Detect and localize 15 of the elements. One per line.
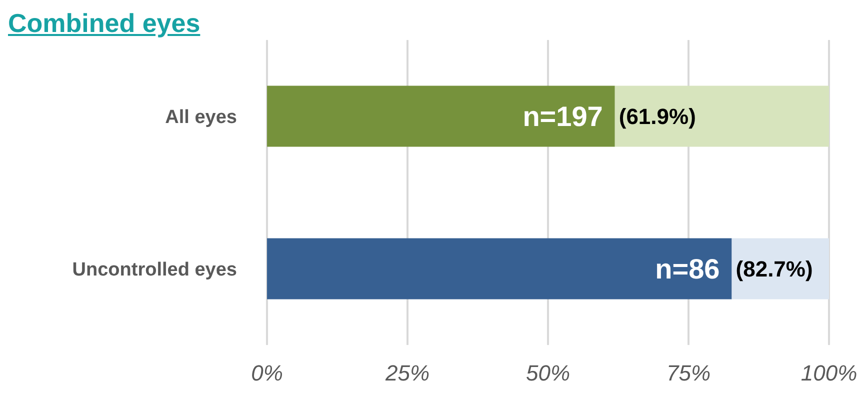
annotation: (61.9%) [618, 104, 696, 129]
bar [614, 86, 829, 147]
chart-title: Combined eyes [8, 8, 202, 40]
x-tick-label: 75% [666, 360, 711, 386]
x-tick-label: 25% [384, 360, 430, 386]
annotation: (82.7%) [736, 256, 813, 282]
x-tick-label: 100% [800, 360, 858, 386]
x-tick-label: 0% [251, 360, 283, 386]
bar [267, 238, 732, 300]
annotation: n=86 [655, 254, 720, 285]
y-tick-label: Uncontrolled eyes [72, 259, 237, 280]
x-tick-label: 50% [526, 360, 570, 386]
y-tick-label: All eyes [165, 106, 237, 128]
annotation: n=197 [522, 101, 603, 132]
bar [267, 86, 615, 147]
